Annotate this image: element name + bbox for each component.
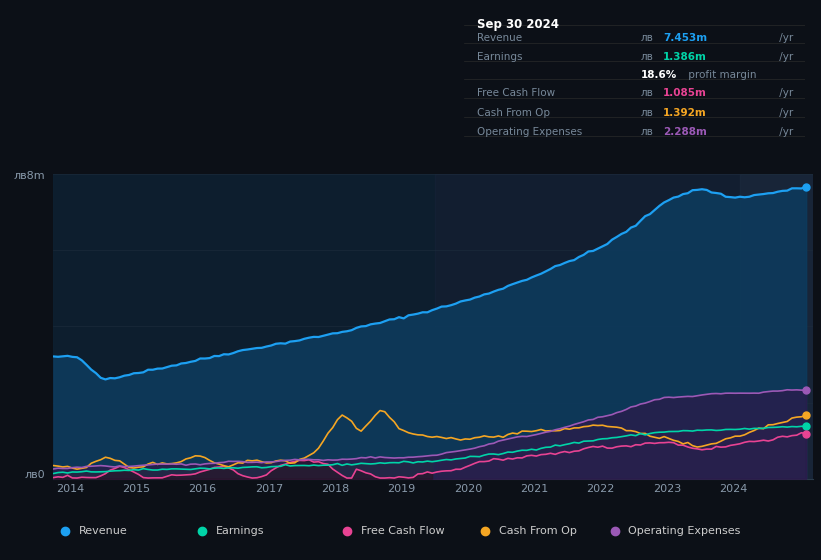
Text: Operating Expenses: Operating Expenses (478, 127, 583, 137)
Text: лв: лв (641, 52, 654, 62)
Text: лв: лв (641, 88, 654, 99)
Text: /yr: /yr (776, 33, 793, 43)
Text: 2.288m: 2.288m (663, 127, 707, 137)
Text: Operating Expenses: Operating Expenses (628, 526, 741, 535)
Bar (740, 174, 813, 479)
Text: лв0: лв0 (25, 470, 45, 480)
Text: 7.453m: 7.453m (663, 33, 708, 43)
Text: profit margin: profit margin (686, 69, 757, 80)
Text: Earnings: Earnings (216, 526, 264, 535)
Text: Sep 30 2024: Sep 30 2024 (478, 18, 559, 31)
Text: /yr: /yr (776, 52, 793, 62)
Text: 18.6%: 18.6% (641, 69, 677, 80)
Text: лв8m: лв8m (13, 171, 45, 181)
Text: Cash From Op: Cash From Op (498, 526, 576, 535)
Text: лв: лв (641, 33, 654, 43)
Text: Free Cash Flow: Free Cash Flow (361, 526, 445, 535)
Text: Cash From Op: Cash From Op (478, 108, 551, 118)
Text: 1.386m: 1.386m (663, 52, 707, 62)
Text: /yr: /yr (776, 108, 793, 118)
Text: Earnings: Earnings (478, 52, 523, 62)
Text: /yr: /yr (776, 88, 793, 99)
Text: Free Cash Flow: Free Cash Flow (478, 88, 556, 99)
Text: лв: лв (641, 108, 654, 118)
Text: 1.392m: 1.392m (663, 108, 707, 118)
Text: Revenue: Revenue (79, 526, 127, 535)
Text: 1.085m: 1.085m (663, 88, 707, 99)
Text: Revenue: Revenue (478, 33, 523, 43)
Text: лв: лв (641, 127, 654, 137)
Bar (53, 174, 435, 479)
Text: /yr: /yr (776, 127, 793, 137)
Bar (435, 174, 813, 479)
